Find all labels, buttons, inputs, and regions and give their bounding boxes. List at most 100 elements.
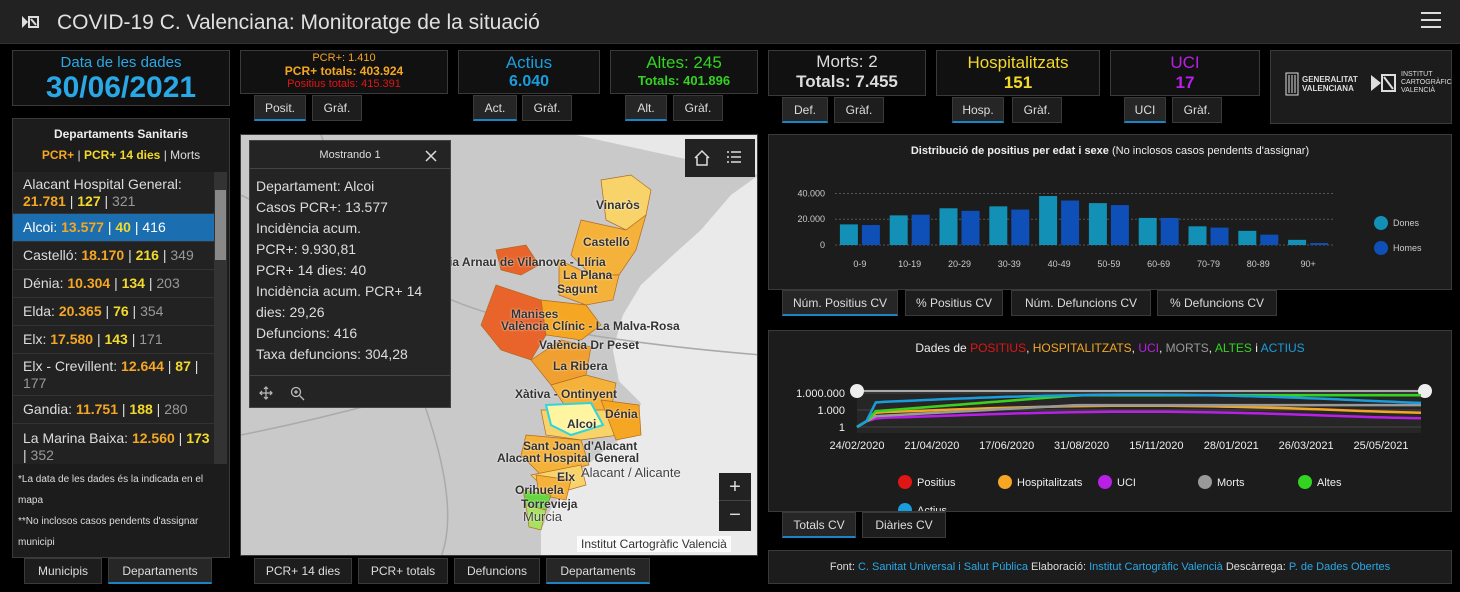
tab-hosp[interactable]: Hosp. xyxy=(952,97,1004,123)
tab-altes-graph[interactable]: Gràf. xyxy=(673,95,723,121)
list-item[interactable]: Alacant Hospital General: 21.781 | 127 |… xyxy=(13,172,227,214)
tab-positius[interactable]: Posit. xyxy=(254,95,306,121)
elaboration-link[interactable]: Institut Cartogràfic Valencià xyxy=(1089,561,1223,573)
x-tick-label: 28/01/2021 xyxy=(1204,440,1259,452)
bar-homes[interactable] xyxy=(1310,243,1329,245)
tab-municipis[interactable]: Municipis xyxy=(24,558,102,584)
map-label: Vinaròs xyxy=(596,198,640,212)
menu-icon[interactable] xyxy=(1421,12,1441,30)
title-part: i xyxy=(1251,341,1261,355)
tab-uci[interactable]: UCI xyxy=(1124,97,1166,123)
bar-dones[interactable] xyxy=(889,215,908,245)
legend-dot[interactable] xyxy=(1098,475,1112,489)
download-link[interactable]: P. de Dades Obertes xyxy=(1288,561,1391,573)
date-value: 30/06/2021 xyxy=(45,71,197,104)
tab-actius[interactable]: Act. xyxy=(473,95,517,121)
map-label: Xàtiva - Ontinyent xyxy=(515,387,618,401)
x-tick-label: 20-29 xyxy=(948,259,971,269)
zoom-in-button[interactable]: + xyxy=(719,473,751,501)
legend-dot[interactable] xyxy=(1298,475,1312,489)
list-item[interactable]: Castelló: 18.170 | 216 | 349 xyxy=(13,242,227,270)
range-slider-end-handle[interactable] xyxy=(1418,384,1432,398)
home-icon[interactable] xyxy=(693,149,711,167)
morts-value: Totals: 7.455 xyxy=(796,72,898,91)
bar-homes[interactable] xyxy=(1061,200,1080,245)
departments-panel: Departaments Sanitaris PCR+ | PCR+ 14 di… xyxy=(12,118,230,558)
bar-homes[interactable] xyxy=(861,225,880,245)
tab-num-positius[interactable]: Núm. Positius CV xyxy=(782,290,898,316)
bar-homes[interactable] xyxy=(911,214,930,245)
timeline-chart-title: Dades de POSITIUS, HOSPITALITZATS, UCI, … xyxy=(915,341,1305,355)
bar-homes[interactable] xyxy=(961,210,980,245)
title-part: , xyxy=(1131,341,1139,355)
bar-dones[interactable] xyxy=(989,206,1008,245)
source-link[interactable]: C. Sanitat Universal i Salut Pública xyxy=(857,561,1028,573)
tab-morts[interactable]: Def. xyxy=(782,97,828,123)
zoom-to-icon[interactable] xyxy=(290,386,306,402)
tab-positius-graph[interactable]: Gràf. xyxy=(312,95,362,121)
bar-homes[interactable] xyxy=(1210,227,1229,245)
close-icon[interactable] xyxy=(424,149,438,163)
departments-title: Departaments Sanitaris xyxy=(53,127,189,141)
pan-icon[interactable] xyxy=(259,386,273,400)
layer-list-icon[interactable] xyxy=(725,149,743,167)
zoom-out-button[interactable]: − xyxy=(729,504,741,526)
tab-num-defuncions[interactable]: Núm. Defuncions CV xyxy=(1011,290,1151,316)
bar-dones[interactable] xyxy=(1288,239,1307,245)
bar-dones[interactable] xyxy=(1138,217,1157,245)
zoom-controls: + − xyxy=(719,473,751,531)
list-item[interactable]: Dénia: 10.304 | 134 | 203 xyxy=(13,270,227,298)
date-box: Data de les dades 30/06/2021 xyxy=(12,50,230,106)
bar-homes[interactable] xyxy=(1160,217,1179,245)
list-item[interactable]: Elx - Crevillent: 12.644 | 87 | 177 xyxy=(13,354,227,396)
tab-totals-cv[interactable]: Totals CV xyxy=(782,512,856,538)
bar-dones[interactable] xyxy=(1188,226,1207,245)
bar-dones[interactable] xyxy=(939,208,958,245)
bar-homes[interactable] xyxy=(1110,205,1129,245)
map-label: Murcia xyxy=(523,509,563,524)
title-part: ACTIUS xyxy=(1260,341,1305,355)
list-item-selected[interactable]: Alcoi: 13.577 | 40 | 416 xyxy=(13,214,227,242)
legend-dot[interactable] xyxy=(1374,216,1388,230)
x-tick-label: 15/11/2020 xyxy=(1129,440,1183,452)
tab-morts-graph[interactable]: Gràf. xyxy=(834,97,884,123)
y-tick-label: 20.000 xyxy=(797,214,825,224)
series-line-actius[interactable] xyxy=(856,393,1422,429)
bar-dones[interactable] xyxy=(1238,230,1257,245)
tab-departaments[interactable]: Departaments xyxy=(108,558,212,584)
bar-homes[interactable] xyxy=(1260,234,1279,245)
list-item[interactable]: Elx: 17.580 | 143 | 171 xyxy=(13,326,227,354)
legend-dot[interactable] xyxy=(998,475,1012,489)
date-label: Data de les dades xyxy=(60,54,182,71)
departments-scrollbar[interactable] xyxy=(214,172,227,464)
map-view[interactable]: Vinaròs Castelló La Plana Sagunt ia Arna… xyxy=(240,134,758,556)
x-tick-label: 70-79 xyxy=(1197,259,1220,269)
tab-pct-positius[interactable]: % Positius CV xyxy=(905,290,1003,316)
tab-hosp-graph[interactable]: Gràf. xyxy=(1012,97,1062,123)
tab-altes[interactable]: Alt. xyxy=(625,95,667,121)
age-bar-chart: 0 20.000 40.000 0-9 10-19 20-29 30-39 40-49 50-5… xyxy=(797,188,1422,269)
legend-dot[interactable] xyxy=(898,475,912,489)
series-line-morts[interactable] xyxy=(856,403,1421,429)
popup-actions xyxy=(250,375,450,409)
legend-dot[interactable] xyxy=(1374,241,1388,255)
tab-map-pcr14[interactable]: PCR+ 14 dies xyxy=(254,558,352,584)
tab-map-departaments[interactable]: Departaments xyxy=(546,558,650,584)
tab-actius-graph[interactable]: Gràf. xyxy=(522,95,572,121)
list-item[interactable]: Elda: 20.365 | 76 | 354 xyxy=(13,298,227,326)
bar-dones[interactable] xyxy=(1039,196,1058,245)
bar-homes[interactable] xyxy=(1011,209,1030,245)
range-slider-start-handle[interactable] xyxy=(850,384,864,398)
series-line-uci[interactable] xyxy=(856,410,1422,429)
legend-dot[interactable] xyxy=(1198,475,1212,489)
tab-uci-graph[interactable]: Gràf. xyxy=(1172,97,1222,123)
bar-dones[interactable] xyxy=(839,224,858,245)
list-item[interactable]: La Marina Baixa: 12.560 | 173 | 352 xyxy=(13,424,227,464)
legend-dot[interactable] xyxy=(898,503,912,512)
tab-map-pcr-totals[interactable]: PCR+ totals xyxy=(358,558,448,584)
bar-dones[interactable] xyxy=(1088,203,1107,245)
tab-diaries-cv[interactable]: Diàries CV xyxy=(862,512,946,538)
tab-pct-defuncions[interactable]: % Defuncions CV xyxy=(1157,290,1277,316)
list-item[interactable]: Gandia: 11.751 | 188 | 280 xyxy=(13,396,227,424)
tab-map-defuncions[interactable]: Defuncions xyxy=(454,558,540,584)
